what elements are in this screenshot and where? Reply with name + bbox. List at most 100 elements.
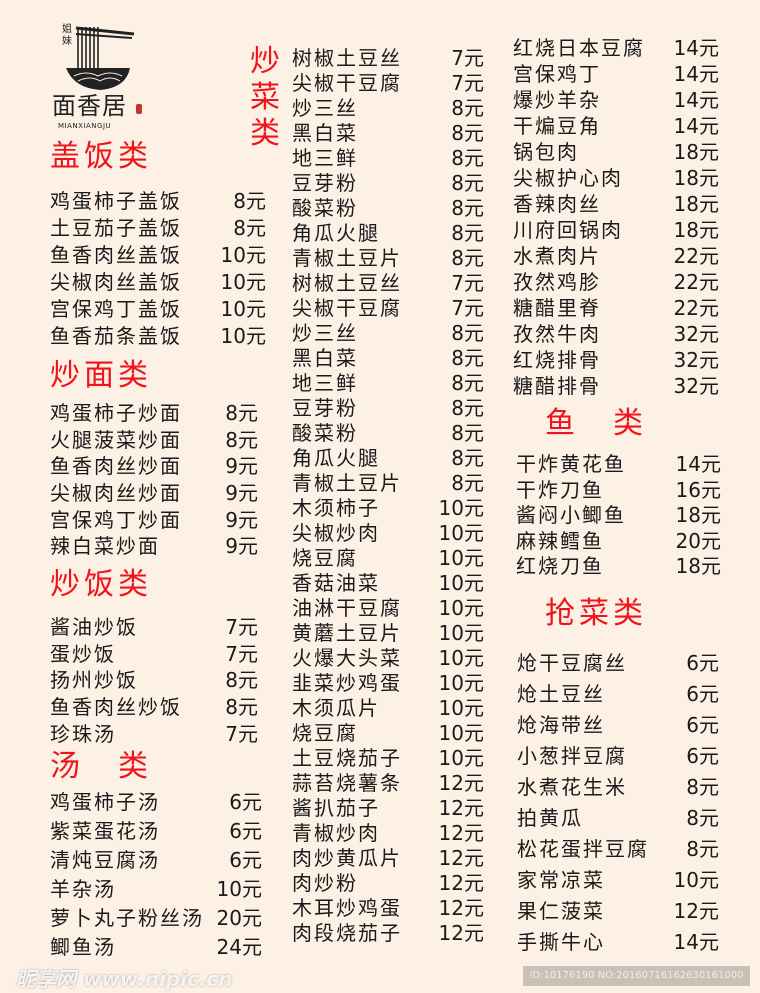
section-heading-gaifan: 盖饭类 (50, 139, 152, 174)
menu-item-price: 20元 (675, 528, 721, 553)
menu-item: 家常凉菜 10元 (517, 863, 719, 894)
menu-item-price: 22元 (673, 295, 719, 320)
menu-item-price: 24元 (216, 935, 262, 959)
menu-list-yu: 干炸黄花鱼 14元 干炸刀鱼 16元 酱闷小鲫鱼 18元 麻辣鳕鱼 20元 红烧刀鱼 18元 (516, 450, 721, 578)
menu-item-name: 辣白菜炒面 (50, 534, 160, 559)
menu-item-name: 尖椒肉丝炒面 (50, 480, 182, 505)
menu-item-price: 7元 (451, 71, 484, 95)
menu-item-price: 10元 (220, 297, 266, 321)
menu-item-name: 孜然鸡胗 (513, 269, 601, 294)
section-heading-tang: 汤 类 (50, 749, 152, 784)
menu-item-name: 土豆茄子盖饭 (50, 216, 182, 240)
menu-item-name: 鱼香肉丝炒饭 (50, 694, 182, 719)
menu-item: 酱闷小鲫鱼 18元 (516, 501, 721, 527)
menu-item-name: 拍黄瓜 (517, 806, 583, 830)
menu-item-name: 角瓜火腿 (292, 446, 380, 470)
menu-list-chaofan: 酱油炒饭 7元 蛋炒饭 7元 扬州炒饭 8元 鱼香肉丝炒饭 8元 珍珠汤 7元 (50, 612, 258, 746)
menu-item: 炒三丝 8元 (292, 319, 484, 345)
seal-stamp-icon (136, 104, 142, 114)
menu-item-name: 香菇油菜 (292, 571, 380, 595)
menu-item: 水煮花生米 8元 (517, 770, 719, 801)
menu-item: 鸡蛋柿子盖饭 8元 (50, 186, 266, 213)
menu-item: 火腿菠菜炒面 8元 (50, 425, 258, 452)
menu-item-price: 9元 (225, 507, 258, 532)
brand-pinyin: MIANXIANGJU (58, 122, 112, 130)
menu-item: 土豆茄子盖饭 8元 (50, 213, 266, 240)
menu-item: 肉炒黄瓜片 12元 (292, 844, 484, 870)
menu-item-name: 尖椒护心肉 (513, 165, 623, 190)
menu-item-price: 9元 (225, 534, 258, 559)
section-heading-chaomian: 炒面类 (50, 358, 152, 393)
menu-item-price: 6元 (686, 651, 719, 675)
menu-item-price: 6元 (686, 744, 719, 768)
menu-item-name: 酸菜粉 (292, 421, 358, 445)
menu-item-name: 鱼香肉丝盖饭 (50, 243, 182, 267)
logo-text: 姐妹 (62, 24, 72, 47)
menu-item: 酸菜粉 8元 (292, 194, 484, 220)
menu-item-name: 肉炒黄瓜片 (292, 846, 402, 870)
menu-item: 豆芽粉 8元 (292, 169, 484, 195)
menu-item: 土豆烧茄子 10元 (292, 744, 484, 770)
menu-item-price: 18元 (675, 554, 721, 579)
menu-item-name: 木须瓜片 (292, 696, 380, 720)
noodle-bowl-logo-icon (66, 26, 135, 90)
menu-item-price: 9元 (225, 454, 258, 479)
menu-item-name: 糖醋排骨 (513, 373, 601, 398)
menu-item-price: 8元 (451, 471, 484, 495)
menu-item: 黄蘑土豆片 10元 (292, 619, 484, 645)
menu-list-tang: 鸡蛋柿子汤 6元 紫菜蛋花汤 6元 清炖豆腐汤 6元 羊杂汤 10元 萝卜丸子粉丝汤 20元 鲫鱼汤… (50, 786, 262, 960)
menu-item: 鲫鱼汤 24元 (50, 931, 262, 960)
menu-item-name: 青椒土豆片 (292, 471, 402, 495)
menu-item: 鸡蛋柿子汤 6元 (50, 786, 262, 815)
menu-item: 清炖豆腐汤 6元 (50, 844, 262, 873)
menu-list-qiangcai: 炝干豆腐丝 6元 炝土豆丝 6元 炝海带丝 6元 小葱拌豆腐 6元 水煮花生米 8元 拍黄瓜 8元 松花… (517, 646, 719, 956)
section-heading-yu: 鱼 类 (545, 406, 647, 441)
menu-item-name: 油淋干豆腐 (292, 596, 402, 620)
menu-item-name: 尖椒炒肉 (292, 521, 380, 545)
menu-list-chaomian: 鸡蛋柿子炒面 8元 火腿菠菜炒面 8元 鱼香肉丝炒面 9元 尖椒肉丝炒面 9元 宫保鸡丁炒面 9元… (50, 398, 258, 558)
menu-item-name: 炒三丝 (292, 321, 358, 345)
menu-item-price: 6元 (229, 848, 262, 872)
menu-item-price: 14元 (673, 113, 719, 138)
menu-item-name: 锅包肉 (513, 139, 579, 164)
menu-item-name: 鸡蛋柿子盖饭 (50, 189, 182, 213)
menu-item: 鱼香肉丝盖饭 10元 (50, 240, 266, 267)
menu-item-price: 8元 (451, 221, 484, 245)
menu-item-price: 12元 (438, 846, 484, 870)
menu-item: 地三鲜 8元 (292, 369, 484, 395)
menu-item: 树椒土豆丝 7元 (292, 44, 484, 70)
menu-item-name: 清炖豆腐汤 (50, 848, 160, 872)
menu-item-name: 小葱拌豆腐 (517, 744, 627, 768)
menu-item: 烧豆腐 10元 (292, 719, 484, 745)
menu-item-price: 18元 (673, 217, 719, 242)
menu-item: 干炸黄花鱼 14元 (516, 450, 721, 476)
menu-item-price: 8元 (451, 371, 484, 395)
menu-item-price: 8元 (451, 421, 484, 445)
menu-item-name: 香辣肉丝 (513, 191, 601, 216)
menu-item: 肉炒粉 12元 (292, 869, 484, 895)
menu-item: 黑白菜 8元 (292, 344, 484, 370)
menu-item-name: 酱油炒饭 (50, 614, 138, 639)
menu-item: 爆炒羊杂 14元 (513, 85, 719, 112)
menu-item: 青椒土豆片 8元 (292, 469, 484, 495)
menu-item-price: 8元 (686, 806, 719, 830)
menu-item-name: 炒三丝 (292, 96, 358, 120)
menu-item-price: 16元 (675, 477, 721, 502)
menu-item: 油淋干豆腐 10元 (292, 594, 484, 620)
menu-item-name: 手撕牛心 (517, 930, 605, 954)
menu-item-price: 7元 (225, 614, 258, 639)
menu-item-name: 豆芽粉 (292, 396, 358, 420)
menu-item-name: 火爆大头菜 (292, 646, 402, 670)
menu-item-name: 麻辣鳕鱼 (516, 528, 604, 553)
menu-item-price: 8元 (225, 694, 258, 719)
menu-item-name: 红烧排骨 (513, 347, 601, 372)
menu-item-price: 18元 (673, 191, 719, 216)
menu-item-name: 肉炒粉 (292, 871, 358, 895)
menu-item-price: 8元 (233, 216, 266, 240)
menu-item: 木须瓜片 10元 (292, 694, 484, 720)
menu-item: 干炸刀鱼 16元 (516, 476, 721, 502)
menu-item-price: 14元 (673, 87, 719, 112)
menu-item: 扬州炒饭 8元 (50, 665, 258, 692)
menu-item-price: 10元 (438, 721, 484, 745)
menu-item: 尖椒干豆腐 7元 (292, 294, 484, 320)
